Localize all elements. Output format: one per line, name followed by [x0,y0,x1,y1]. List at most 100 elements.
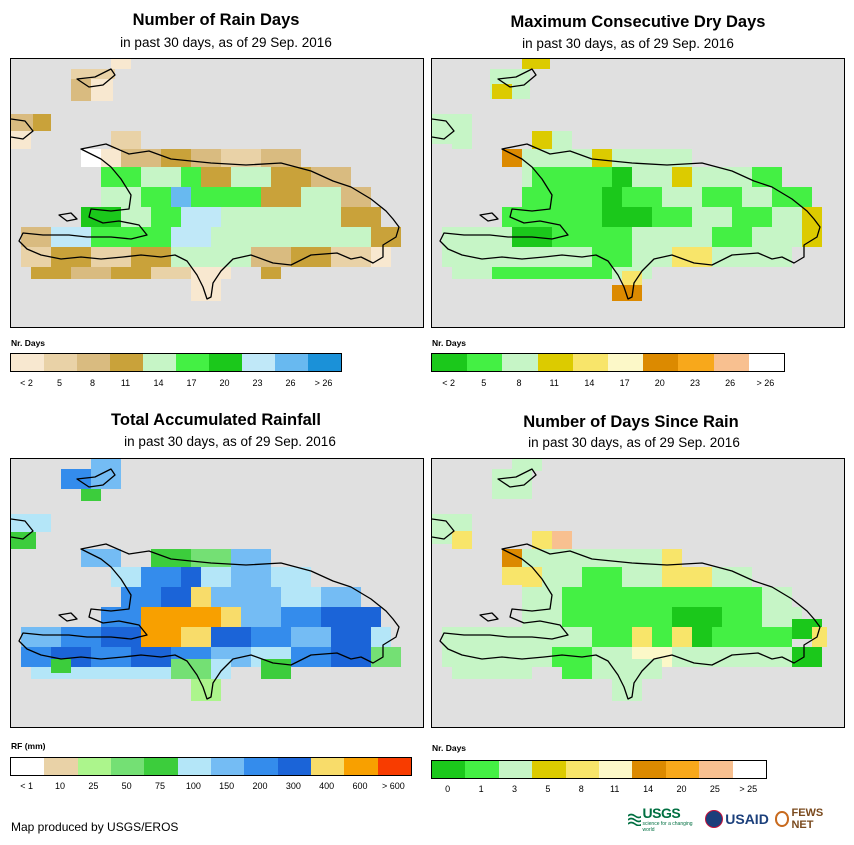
panel-title: Number of Days Since Rain [523,413,739,431]
legend-swatch [678,354,714,371]
legend-bar [431,760,767,779]
map-credit: Map produced by USGS/EROS [11,820,179,834]
legend-swatch [344,758,378,775]
legend-swatch [310,758,345,775]
legend-label: 25 [709,784,720,794]
usaid-logo: USAID [705,810,769,828]
panel-subtitle: in past 30 days, as of 29 Sep. 2016 [522,36,734,51]
legend-label: > 600 [381,781,405,791]
legend-bar [431,353,785,372]
legend-swatch [144,758,178,775]
legend-label: 50 [121,781,132,791]
legend-label: 0 [445,784,451,794]
legend-swatch [632,761,666,778]
legend-label: 200 [252,781,268,791]
legend-swatch [498,761,533,778]
panel-subtitle: in past 30 days, as of 29 Sep. 2016 [120,35,332,50]
legend-title: Nr. Days [432,743,467,753]
map-canvas [432,59,822,301]
legend-swatch [377,758,411,775]
legend-swatch [465,761,499,778]
legend-swatch [275,354,308,371]
legend-label: 26 [285,378,296,388]
legend-swatch [713,354,749,371]
legend-swatch [242,354,275,371]
legend-label: 10 [54,781,66,791]
legend-labels: < 2 5 8 11 14 17 20 23 26 > 26 [431,378,783,390]
legend-swatch [432,761,466,778]
legend-swatch [244,758,278,775]
map-rain-days [10,58,424,328]
legend-swatch [77,758,111,775]
legend-label: 8 [89,378,96,388]
grid-cells [432,59,822,301]
legend-label: 20 [676,784,687,794]
legend-label: < 1 [20,781,34,791]
legend-swatch [110,758,145,775]
legend-swatch [210,758,245,775]
grid-cells [432,459,827,701]
legend-swatch [143,354,176,371]
legend-label: 17 [619,378,630,388]
legend-labels: < 2 5 8 11 14 17 20 23 26 > 26 [10,378,340,390]
legend-swatch [209,354,242,371]
legend-swatch [11,354,44,371]
coastline [11,68,400,300]
map-canvas [11,459,401,701]
legend-swatch [643,354,679,371]
legend-swatch [608,354,644,371]
legend-label: 20 [219,378,230,388]
legend-label: 11 [610,784,620,794]
legend-swatch [277,758,311,775]
legend-swatch [699,761,733,778]
legend-label: 5 [56,378,63,388]
legend-swatch [665,761,700,778]
legend-swatch [502,354,538,371]
legend-swatch [732,761,767,778]
panel-title: Number of Rain Days [132,11,300,29]
legend-label: 150 [219,781,235,791]
legend-label: 14 [584,378,595,388]
legend-label: 11 [549,378,559,388]
fewsnet-globe-icon [774,811,790,827]
legend-label: 5 [481,378,487,388]
legend-label: 5 [545,784,551,794]
grid-cells [11,459,401,701]
legend-swatch [77,354,110,371]
legend-swatch [11,758,45,775]
usgs-tagline: science for a changing world [642,821,693,833]
legend-label: 1 [478,784,484,794]
legend-swatch [432,354,468,371]
legend-swatch [44,354,77,371]
usaid-seal-icon [705,810,724,828]
map-total-rainfall [10,458,424,728]
legend-swatch [537,354,573,371]
usgs-logo: USGS science for a changing world [628,805,699,833]
legend-label: 8 [516,378,522,388]
legend-swatch [599,761,633,778]
legend-label: 14 [153,378,164,388]
usgs-wave-icon [628,813,641,826]
legend-swatch [467,354,503,371]
legend-label: 23 [252,378,263,388]
legend-swatch [572,354,609,371]
legend-swatch [532,761,566,778]
map-canvas [432,459,827,701]
legend-label: 75 [154,781,166,791]
legend-swatch [565,761,600,778]
usaid-wordmark: USAID [725,811,769,827]
legend-label: 20 [654,378,665,388]
legend-label: 3 [511,784,518,794]
grid-cells [11,59,401,301]
usgs-wordmark: USGS [642,805,681,821]
legend-swatch [748,354,785,371]
legend-title: Nr. Days [432,338,467,348]
legend-label: > 26 [314,378,333,388]
legend-label: 23 [689,378,701,388]
panel-title: Maximum Consecutive Dry Days [510,13,766,31]
legend-label: 26 [725,378,736,388]
legend-labels: < 1 10 25 50 75 100 150 200 300 400 600 > 600 [10,781,410,793]
legend-label: 600 [352,781,368,791]
legend-label: > 25 [739,784,758,794]
legend-label: 14 [643,784,654,794]
